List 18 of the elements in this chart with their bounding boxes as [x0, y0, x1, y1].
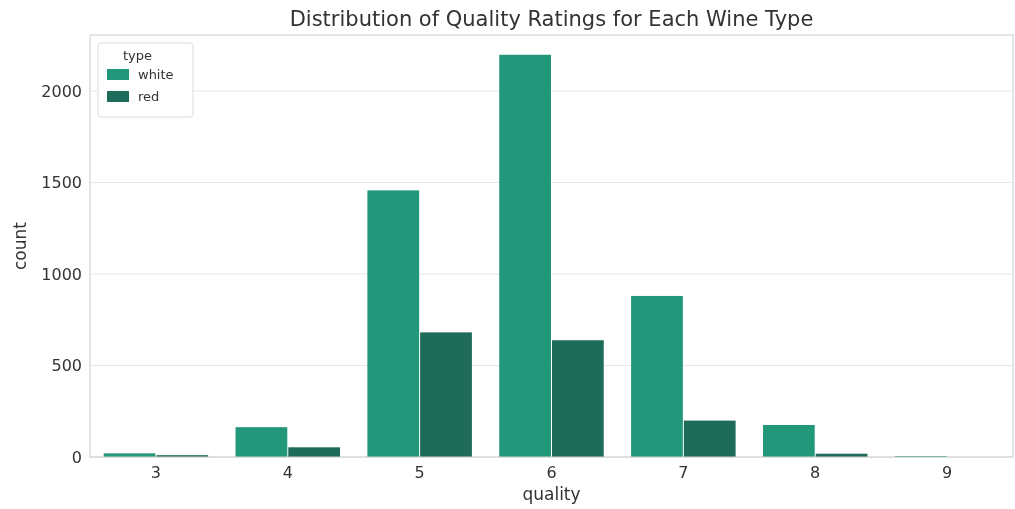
y-tick-label: 1000 [41, 264, 82, 284]
y-axis-title: count [10, 221, 30, 270]
y-tick-label: 1500 [41, 173, 82, 193]
y-tick-label: 2000 [41, 81, 82, 101]
chart-title: Distribution of Quality Ratings for Each Wine Type [289, 7, 814, 31]
x-tick-label: 3 [150, 463, 162, 483]
y-tick-label: 500 [51, 356, 82, 376]
x-axis-title: quality [522, 484, 581, 504]
legend-title: type [122, 48, 153, 63]
x-tick-label: 7 [678, 463, 689, 483]
x-tick-label: 6 [546, 463, 557, 483]
legend-label: red [138, 89, 160, 104]
x-tick-label: 9 [941, 463, 953, 483]
y-tick-label: 0 [71, 447, 82, 467]
x-tick-label: 8 [810, 463, 821, 483]
legend-label: white [138, 67, 174, 82]
x-tick-label: 4 [282, 463, 293, 483]
x-tick-label: 5 [414, 463, 425, 483]
